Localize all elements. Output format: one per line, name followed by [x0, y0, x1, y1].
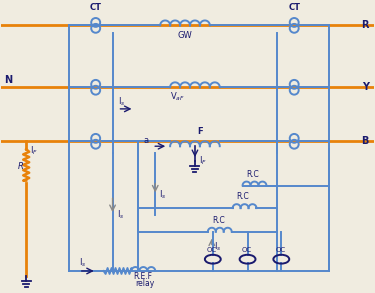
Text: a: a [143, 136, 148, 145]
Text: R.C: R.C [246, 170, 259, 179]
Text: R: R [18, 162, 24, 171]
Text: I$_s$: I$_s$ [117, 209, 124, 222]
Text: F: F [197, 127, 203, 137]
Text: R.C: R.C [237, 192, 249, 201]
Text: I$_F$: I$_F$ [30, 144, 38, 156]
Text: OC: OC [242, 247, 252, 253]
Text: B: B [361, 136, 369, 146]
Text: OC: OC [275, 247, 285, 253]
Text: relay: relay [135, 279, 154, 288]
Text: CT: CT [288, 3, 300, 12]
Text: I$_F$: I$_F$ [199, 155, 207, 167]
Text: V$_{aF}$: V$_{aF}$ [170, 90, 185, 103]
Text: I$_s$: I$_s$ [79, 256, 86, 269]
Text: OC: OC [207, 247, 217, 253]
Text: Y: Y [362, 82, 369, 92]
Text: I$_s$: I$_s$ [117, 96, 125, 108]
Text: N: N [4, 75, 12, 85]
Text: R.C: R.C [212, 216, 225, 225]
Text: I$_s$: I$_s$ [214, 240, 221, 253]
Text: R: R [361, 21, 369, 30]
Text: CT: CT [90, 3, 102, 12]
Text: GW: GW [178, 31, 192, 40]
Text: I$_s$: I$_s$ [159, 188, 167, 201]
Text: R.E.F: R.E.F [134, 272, 152, 281]
